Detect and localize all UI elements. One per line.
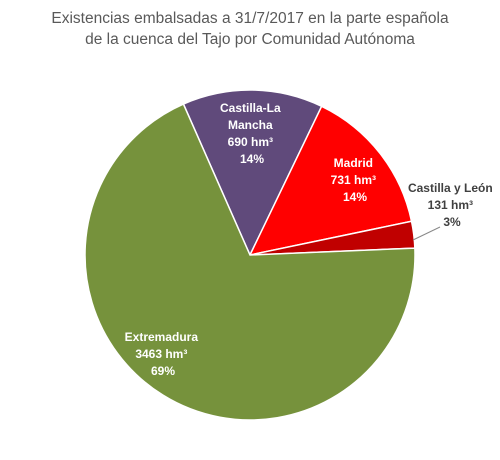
extremadura-percent: 69% bbox=[151, 364, 175, 378]
castilla-la-mancha-label: Castilla-La Mancha 690 hm³ 14% bbox=[220, 101, 284, 166]
madrid-percent: 14% bbox=[343, 190, 367, 204]
chart-title-line-1: Existencias embalsadas a 31/7/2017 en la… bbox=[51, 10, 449, 27]
madrid-label-line-1: Madrid bbox=[334, 156, 373, 170]
extremadura-label-line-1: Extremadura bbox=[125, 330, 199, 344]
castilla-y-leon-label: Castilla y León 131 hm³ 3% bbox=[408, 181, 496, 229]
castilla-y-leon-label-line-1: Castilla y León bbox=[408, 181, 493, 195]
madrid-label: Madrid 731 hm³ 14% bbox=[331, 156, 380, 204]
castilla-la-mancha-percent: 14% bbox=[240, 152, 264, 166]
castilla-y-leon-value: 131 hm³ bbox=[428, 198, 473, 212]
pie-slice-castilla-la-mancha bbox=[182, 89, 323, 257]
castilla-y-leon-percent: 3% bbox=[443, 215, 461, 229]
pie-slice-madrid bbox=[248, 105, 413, 257]
extremadura-value: 3463 hm³ bbox=[135, 347, 187, 361]
castilla-la-mancha-label-line-1: Castilla-La bbox=[220, 101, 281, 115]
pie-slice-extremadura bbox=[84, 103, 416, 421]
chart-title: Existencias embalsadas a 31/7/2017 en la… bbox=[0, 8, 500, 50]
madrid-value: 731 hm³ bbox=[331, 173, 376, 187]
pie-slices bbox=[84, 89, 416, 421]
castilla-y-leon-leader-line bbox=[412, 226, 441, 241]
extremadura-label: Extremadura 3463 hm³ 69% bbox=[125, 330, 202, 378]
castilla-la-mancha-value: 690 hm³ bbox=[228, 135, 273, 149]
chart-title-line-2: de la cuenca del Tajo por Comunidad Autó… bbox=[85, 31, 415, 48]
castilla-la-mancha-label-line-2: Mancha bbox=[228, 118, 273, 132]
